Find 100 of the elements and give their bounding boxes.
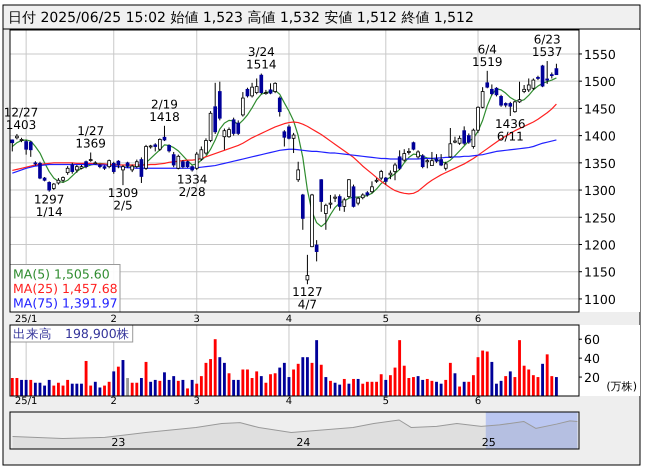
bar	[186, 388, 189, 396]
x-tick-label: 25	[482, 436, 496, 449]
bar	[149, 382, 152, 396]
candlestick	[448, 127, 452, 158]
annotation: 6/4 1519	[472, 42, 503, 69]
candlestick	[485, 70, 490, 89]
bar	[310, 362, 314, 396]
candlestick	[278, 96, 282, 118]
annotation: 1/27 1369	[75, 124, 106, 150]
bar	[228, 373, 230, 396]
bar	[122, 360, 124, 396]
x-tick-label: 25/1	[14, 314, 38, 325]
y-tick-label: 1450	[584, 101, 616, 116]
bar	[144, 362, 148, 396]
bar	[190, 380, 194, 396]
candlestick	[236, 120, 240, 136]
bar	[454, 373, 456, 396]
chart-title: 日付 2025/06/25 15:02 始値 1,523 高値 1,532 安値 1,512 終値 1,512	[8, 10, 474, 26]
annotation: 1309 2/5	[108, 186, 138, 213]
bar	[329, 380, 332, 396]
bar	[448, 362, 452, 396]
bar	[324, 377, 328, 396]
x-tick-label: 25/1	[14, 396, 38, 407]
bar	[430, 380, 434, 396]
bar	[554, 377, 558, 396]
bar	[334, 382, 337, 396]
y-tick-label: 1300	[584, 183, 616, 198]
x-tick-label: 3	[194, 314, 200, 325]
text: MA(5) 1,505.60	[13, 266, 110, 282]
y-tick-label: 1550	[584, 46, 616, 62]
bar	[222, 362, 226, 396]
candlestick	[526, 78, 531, 93]
x-tick-label: 2	[110, 314, 117, 325]
candlestick	[88, 152, 93, 162]
bar	[315, 340, 318, 396]
candlestick	[296, 161, 300, 182]
annotation: 2/19 1418	[149, 97, 180, 124]
annotation: 1334 2/28	[176, 172, 208, 200]
y-tick-label: 1500	[584, 74, 616, 90]
candlestick	[70, 162, 74, 174]
bar	[140, 378, 143, 396]
bar	[541, 364, 544, 396]
bar	[458, 386, 462, 396]
candlestick	[194, 151, 199, 170]
bar	[126, 378, 130, 396]
y-tick-label: 1150	[584, 264, 616, 280]
candlestick	[466, 132, 471, 144]
candlestick	[370, 180, 374, 194]
candlestick	[158, 138, 162, 152]
annotation: 1127 4/7	[292, 285, 323, 312]
annotation: 1297 1/14	[34, 192, 64, 220]
y-tick-label: 20	[584, 370, 600, 386]
candlestick	[292, 132, 296, 154]
text: MA(25) 1,457.68	[13, 281, 118, 296]
candlestick	[172, 151, 176, 168]
candlestick	[328, 194, 332, 210]
x-tick-label: 24	[296, 436, 310, 449]
y-tick-label: 1400	[584, 128, 616, 144]
bar	[356, 378, 360, 396]
candlestick	[319, 178, 324, 212]
x-tick-label: 4	[286, 396, 292, 407]
candlestick	[300, 193, 305, 230]
x-tick-label: 3	[194, 396, 200, 407]
y-tick-label: 60	[584, 332, 600, 348]
bar	[306, 357, 309, 396]
x-tick-label: 4	[286, 314, 292, 325]
x-tick-label: 6	[474, 314, 482, 325]
bar	[347, 384, 350, 396]
candlestick	[324, 203, 328, 230]
x-tick-label: 5	[382, 314, 389, 325]
candlestick	[379, 169, 384, 181]
candlestick	[259, 73, 264, 95]
bar	[352, 378, 355, 396]
y-axis-title: (万株)	[606, 380, 637, 393]
candlestick	[121, 164, 125, 186]
candlestick	[508, 101, 512, 117]
y-tick-label: 1250	[584, 210, 616, 226]
candlestick	[342, 197, 346, 212]
y-tick-label: 1350	[584, 156, 616, 171]
y-tick-label: 1200	[584, 237, 616, 252]
candlestick	[241, 92, 245, 118]
candlestick	[347, 178, 351, 199]
y-tick-label: 40	[584, 351, 600, 366]
text: MA(75) 1,391.97	[13, 296, 118, 310]
bar	[416, 376, 420, 396]
candlestick	[28, 140, 33, 158]
y-tick-label: 1100	[584, 292, 616, 307]
x-tick-label: 6	[474, 396, 482, 407]
bar	[116, 366, 120, 396]
bar	[15, 378, 18, 396]
candlestick	[176, 154, 180, 170]
bar	[84, 360, 88, 396]
annotation: 6/23 1537	[532, 32, 562, 60]
bar	[98, 387, 102, 396]
bar	[232, 380, 236, 396]
candlestick	[393, 162, 397, 181]
candlestick	[273, 82, 277, 94]
chart-title: 出来高 198,900株	[13, 326, 130, 341]
x-tick-label: 2	[110, 396, 117, 407]
candlestick	[402, 148, 406, 162]
